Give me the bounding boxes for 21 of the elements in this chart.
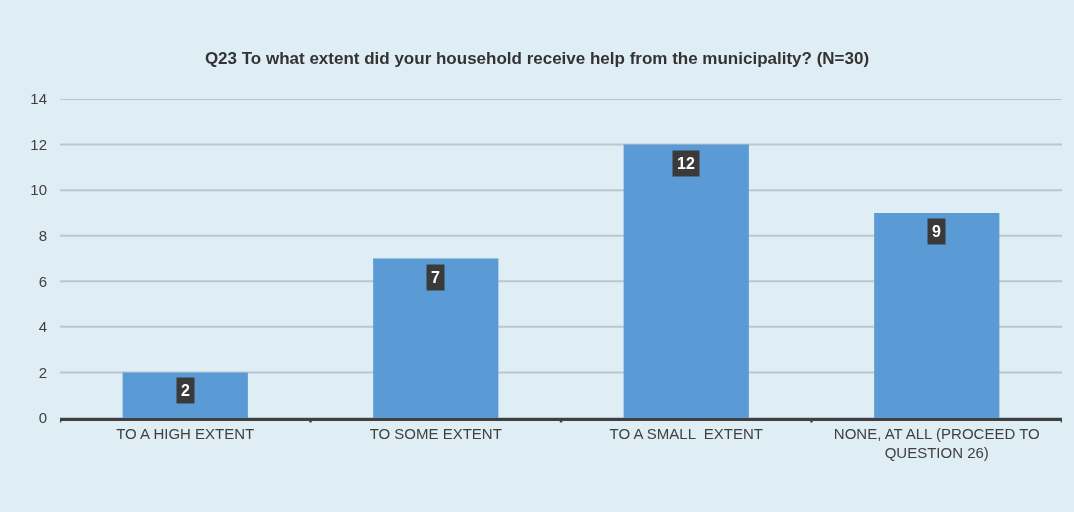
x-tick-label: TO A SMALL EXTENT (609, 424, 763, 442)
bar (874, 212, 1000, 418)
y-tick-label: 14 (30, 90, 47, 108)
x-tick-label: TO A HIGH EXTENT (116, 424, 255, 442)
data-label: 12 (677, 155, 695, 172)
data-label: 7 (431, 269, 440, 286)
y-tick-label: 0 (38, 409, 47, 427)
bar (623, 144, 749, 418)
y-tick-label: 6 (38, 272, 47, 290)
chart-title: Q23 To what extent did your household receive help from the municipality? (N=30) (204, 48, 870, 68)
bar (373, 258, 499, 418)
y-tick-label: 10 (30, 181, 47, 199)
data-label: 2 (181, 382, 190, 399)
x-tick-label: NONE, AT ALL (PROCEED TO QUESTION 26) (833, 424, 1040, 462)
bar (122, 372, 248, 418)
y-tick-label: 12 (30, 135, 47, 153)
data-label: 9 (932, 223, 941, 240)
y-tick-label: 2 (38, 363, 47, 381)
y-tick-label: 4 (38, 318, 47, 336)
y-tick-label: 8 (38, 226, 47, 244)
x-tick-label: TO SOME EXTENT (369, 424, 502, 442)
